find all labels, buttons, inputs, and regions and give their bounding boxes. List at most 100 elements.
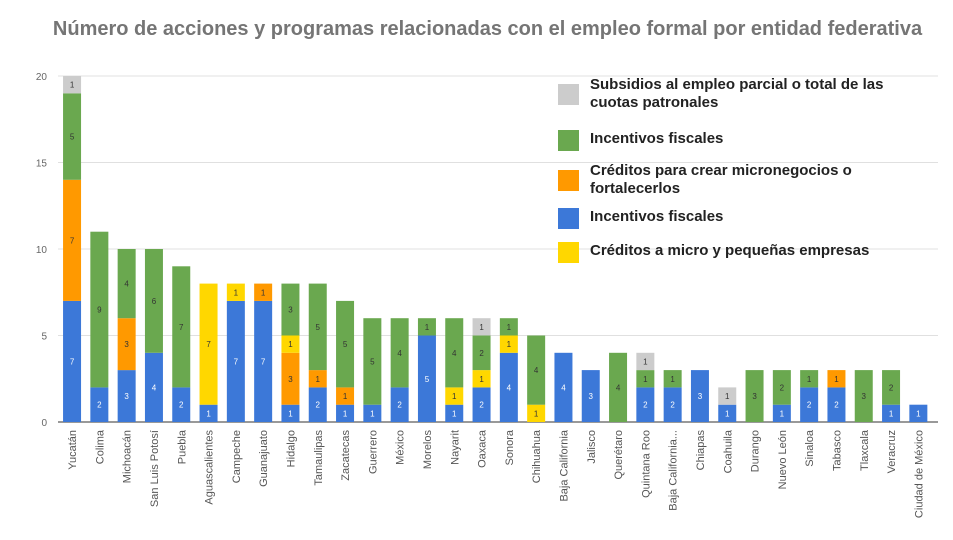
data-label: 1 — [261, 288, 266, 297]
legend-label: Incentivos fiscales — [590, 130, 724, 147]
bar-segment — [854, 370, 873, 422]
data-label: 1 — [725, 392, 730, 401]
data-label: 2 — [780, 383, 785, 392]
data-label: 1 — [343, 409, 348, 418]
data-label: 1 — [834, 375, 839, 384]
x-tick-label: Tlaxcala — [859, 429, 871, 471]
bar-segment — [308, 283, 327, 371]
bar-segment — [909, 404, 928, 422]
x-tick-label: Veracruz — [886, 430, 898, 473]
bar-segment — [800, 387, 819, 422]
bar-segment — [144, 249, 163, 353]
bar-segment — [718, 387, 737, 405]
legend-swatch — [558, 84, 579, 105]
data-label: 1 — [479, 323, 484, 332]
bar-segment — [308, 370, 327, 388]
data-label: 2 — [179, 401, 184, 410]
bar-segment — [363, 404, 382, 422]
data-label: 3 — [288, 306, 293, 315]
x-tick-label: Sinaloa — [804, 429, 816, 467]
legend-label: Incentivos fiscales — [590, 208, 724, 225]
x-tick-label: México — [395, 430, 407, 465]
x-tick-label: Guanajuato — [258, 430, 270, 487]
bar-segment — [417, 318, 436, 336]
bar-segment — [472, 370, 491, 388]
legend-item: Incentivos fiscales — [558, 208, 890, 229]
bar-segment — [800, 370, 819, 388]
bar-segment — [117, 370, 136, 422]
legend-swatch — [558, 208, 579, 229]
data-label: 1 — [206, 409, 211, 418]
x-tick-label: Nayarit — [449, 430, 461, 465]
data-label: 1 — [425, 323, 430, 332]
x-tick-label: Tamaulipas — [313, 430, 325, 486]
data-label: 4 — [534, 366, 539, 375]
legend-swatch — [558, 130, 579, 151]
bar-segment — [172, 387, 191, 422]
bar-segment — [636, 352, 655, 371]
bar-segment — [63, 300, 82, 422]
data-label: 1 — [452, 392, 457, 401]
x-tick-label: Michoacán — [122, 430, 134, 483]
bar-segment — [336, 404, 355, 422]
bar-segment — [663, 387, 682, 422]
data-label: 2 — [479, 349, 484, 358]
bar-segment — [827, 370, 846, 388]
x-tick-label: Chiapas — [695, 430, 707, 471]
data-label: 4 — [124, 280, 129, 289]
x-tick-label: Querétaro — [613, 430, 625, 480]
data-label: 3 — [124, 340, 129, 349]
data-label: 2 — [834, 401, 839, 410]
x-tick-label: Baja California — [558, 429, 570, 501]
data-label: 7 — [261, 357, 266, 366]
data-label: 6 — [152, 297, 157, 306]
bar-segment — [254, 283, 273, 301]
bar-segment — [336, 387, 355, 405]
x-tick-label: Durango — [750, 430, 762, 472]
data-label: 2 — [643, 401, 648, 410]
data-label: 2 — [807, 401, 812, 410]
bar-segment — [417, 335, 436, 422]
data-label: 1 — [643, 357, 648, 366]
bar-segment — [445, 404, 464, 422]
legend-item: Subsidios al empleo parcial o total de l… — [558, 76, 890, 112]
data-label: 4 — [452, 349, 457, 358]
data-label: 1 — [452, 409, 457, 418]
bar-segment — [117, 249, 136, 319]
bar-segment — [172, 266, 191, 388]
x-tick-label: Tabasco — [831, 430, 843, 471]
x-tick-label: Jalisco — [586, 430, 598, 464]
data-label: 1 — [725, 409, 730, 418]
bar-segment — [281, 404, 300, 422]
data-label: 1 — [780, 409, 785, 418]
bar-segment — [527, 404, 546, 422]
data-label: 2 — [97, 401, 102, 410]
x-tick-label: Zacatecas — [340, 430, 352, 481]
bar-segment — [117, 318, 136, 371]
bar-segment — [772, 370, 791, 405]
data-label: 7 — [234, 357, 239, 366]
data-label: 1 — [316, 375, 321, 384]
bar-segment — [281, 352, 300, 405]
bar-segment — [827, 387, 846, 422]
data-label: 4 — [561, 383, 566, 392]
legend-item: Créditos para crear micronegocios o fort… — [558, 162, 890, 198]
bar-segment — [63, 179, 82, 301]
bar-segment — [199, 404, 218, 422]
bar-segment — [499, 335, 518, 353]
data-label: 2 — [889, 383, 894, 392]
data-label: 5 — [425, 375, 430, 384]
bar-segment — [636, 370, 655, 388]
bar-segment — [90, 231, 109, 388]
chart-title: Número de acciones y programas relaciona… — [52, 18, 923, 40]
x-tick-label: Chihuahua — [531, 429, 543, 483]
bar-segment — [144, 352, 163, 422]
bar-segment — [226, 283, 245, 301]
data-label: 1 — [288, 409, 293, 418]
data-label: 5 — [343, 340, 348, 349]
data-label: 3 — [589, 392, 594, 401]
bar-segment — [472, 335, 491, 371]
data-label: 2 — [316, 401, 321, 410]
x-tick-label: Colima — [94, 429, 106, 464]
bar-segment — [281, 335, 300, 353]
